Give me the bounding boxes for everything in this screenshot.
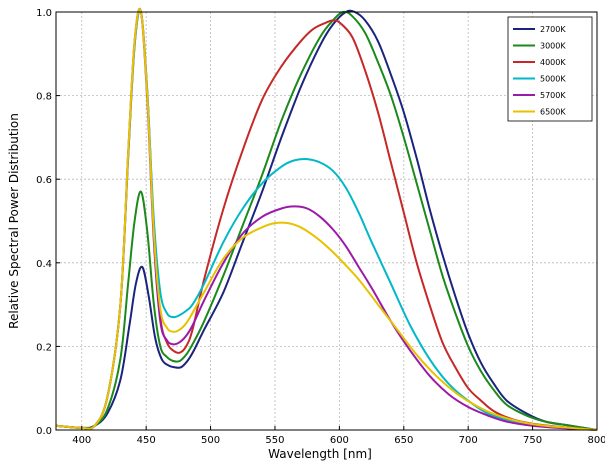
legend-label: 6500K: [540, 108, 566, 117]
y-tick-label: 0.6: [36, 175, 52, 186]
x-tick-label: 600: [330, 435, 349, 446]
y-tick-label: 0.4: [36, 259, 52, 270]
legend-label: 2700K: [540, 25, 566, 34]
x-tick-label: 800: [587, 435, 605, 446]
y-tick-label: 0.0: [36, 426, 52, 437]
x-tick-label: 550: [265, 435, 284, 446]
series-lines: [55, 7, 598, 431]
x-tick-label: 500: [201, 435, 220, 446]
y-axis-label: Relative Spectral Power Distribution: [7, 113, 21, 329]
y-tick-label: 0.2: [36, 342, 52, 353]
x-tick-label: 400: [72, 435, 91, 446]
legend-label: 5000K: [540, 75, 566, 84]
series-line-6500K: [55, 8, 598, 431]
legend: 2700K 3000K 4000K 5000K 5700K 6500K: [507, 16, 593, 122]
legend-label: 5700K: [540, 91, 566, 100]
x-tick-label: 750: [523, 435, 542, 446]
x-tick-label: 700: [459, 435, 478, 446]
legend-box: [507, 16, 593, 122]
legend-label: 4000K: [540, 58, 566, 67]
series-line-3000K: [55, 10, 598, 431]
legend-label: 3000K: [540, 42, 566, 51]
y-tick-label: 0.8: [36, 92, 52, 103]
y-tick-label: 1.0: [36, 8, 52, 19]
series-line-2700K: [55, 9, 598, 431]
plot-frame: [55, 11, 598, 431]
x-axis-label: Wavelength [nm]: [268, 447, 372, 461]
x-tick-label: 450: [137, 435, 156, 446]
y-tick-labels: 0.0 0.2 0.4 0.6 0.8 1.0: [36, 8, 60, 437]
x-tick-labels: 400 450 500 550 600 650 700 750 800: [72, 426, 605, 446]
x-tick-label: 650: [394, 435, 413, 446]
